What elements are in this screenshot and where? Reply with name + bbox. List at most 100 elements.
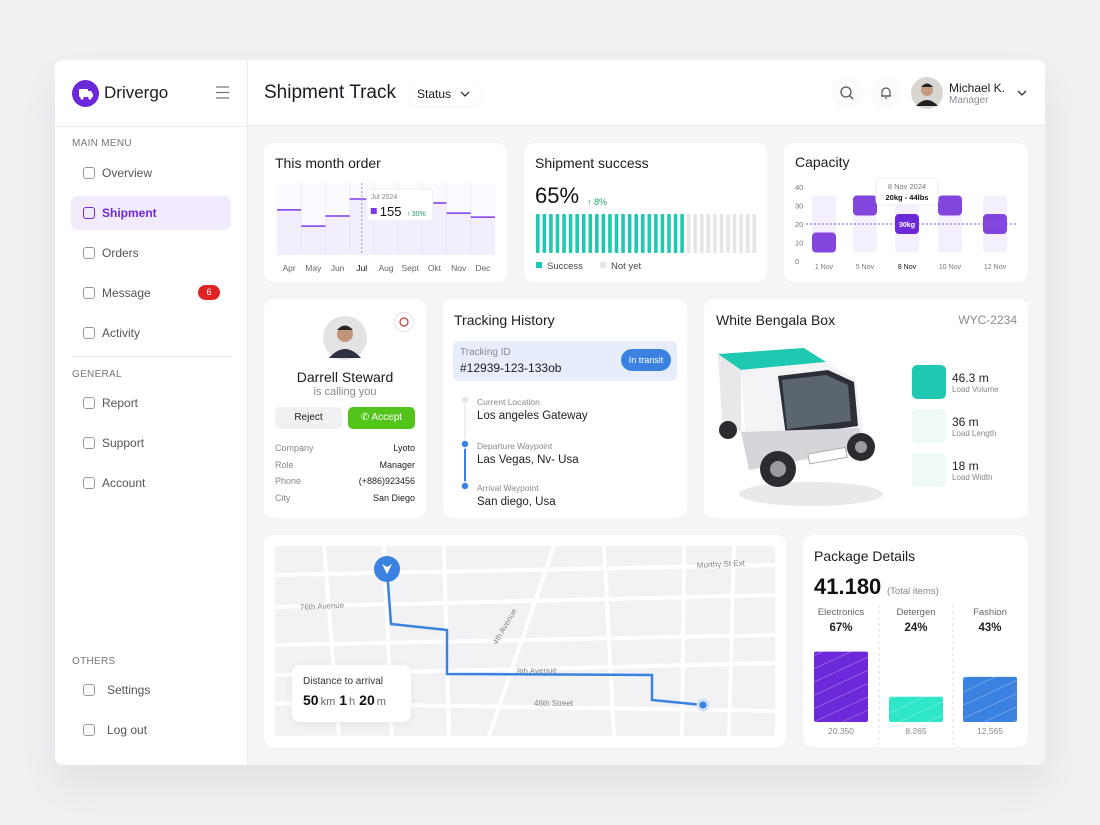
count-label: 20.350 — [828, 726, 854, 736]
success-bar — [660, 214, 665, 253]
x-tick-label: 5 Nov — [856, 264, 875, 271]
nav-icon — [83, 287, 95, 299]
unit: km — [320, 696, 336, 708]
nav-item[interactable]: Shipment — [102, 206, 157, 220]
nav-item[interactable]: Orders — [102, 246, 139, 260]
step-place: San diego, Usa — [477, 496, 556, 508]
count-label: 12.565 — [977, 726, 1003, 736]
nav-item[interactable]: Report — [102, 396, 139, 410]
nav-item[interactable]: Log out — [107, 723, 148, 737]
nav-icon — [83, 167, 95, 179]
tooltip — [875, 177, 939, 206]
y-tick-label: 20 — [795, 220, 803, 229]
capacity-card: Capacity 0 10 20 30 40 1 Nov 5 Nov 8 Nov 10 Nov 12… — [784, 143, 1028, 282]
header-actions — [831, 77, 901, 109]
accept-button[interactable]: ✆ Accept — [348, 407, 415, 429]
box-card: White Bengala Box WYC-2234 46.3 m Load Vo… — [704, 299, 1028, 518]
tooltip-label: Jul 2024 — [371, 194, 398, 201]
street-label: 76th Avenue — [300, 601, 345, 612]
chevron — [460, 91, 470, 97]
caller-status: is calling you — [313, 386, 377, 398]
user-menu[interactable] — [1017, 89, 1027, 97]
map-card: Murthy St Ext 76th Avenue 4th Avenue 8th Av… — [264, 535, 786, 747]
nav-item[interactable]: Account — [102, 476, 146, 490]
timeline-dot — [460, 481, 470, 491]
success-bar — [588, 214, 593, 253]
menu-toggle[interactable] — [215, 86, 230, 99]
street-label: 46th Street — [534, 699, 574, 708]
street — [602, 545, 616, 737]
nav-icon — [83, 247, 95, 259]
caller-card: Darrell Steward is calling you Reject ✆ … — [264, 299, 426, 518]
pending-bar — [739, 214, 743, 253]
street — [274, 633, 776, 647]
success-bar — [647, 214, 652, 253]
success-bar — [680, 214, 684, 253]
unit: m — [376, 696, 386, 708]
status-filter[interactable]: Status — [409, 81, 481, 106]
detail-label: City — [275, 492, 291, 503]
area-step — [277, 209, 302, 255]
spec-icon — [912, 365, 946, 399]
grid-cell — [812, 195, 836, 216]
nav-icon — [83, 397, 95, 409]
nav-item[interactable]: Activity — [102, 326, 141, 340]
card-title: This month order — [275, 155, 381, 171]
x-tick-label: 12 Nov — [984, 264, 1007, 271]
notification-button[interactable] — [870, 77, 901, 109]
brand-divider — [55, 126, 248, 127]
success-bar — [555, 214, 560, 253]
nav-item[interactable]: Support — [102, 436, 145, 450]
x-tick-label: Apr — [282, 263, 295, 273]
pending-bar — [686, 214, 691, 253]
x-tick-label: Okt — [428, 263, 442, 273]
more-button[interactable] — [394, 312, 414, 332]
reject-button[interactable]: Reject — [275, 407, 342, 429]
card-title: Shipment success — [535, 155, 649, 171]
grid-cell — [938, 232, 962, 253]
spec-label: Load Width — [952, 473, 993, 482]
detail-value: (+886)923456 — [358, 476, 415, 486]
detail-value: Lyoto — [393, 443, 415, 453]
tooltip-date: 8 Nov 2024 — [888, 182, 926, 191]
street — [680, 545, 686, 737]
box-code: WYC-2234 — [958, 313, 1017, 327]
spec-icon — [912, 409, 946, 443]
success-chart: 65% ↑ 8% Success Not yet — [535, 183, 757, 272]
grid-cell — [983, 232, 1007, 253]
pending-bar — [726, 214, 730, 253]
logo[interactable] — [72, 80, 99, 107]
user-name: Michael K. — [949, 81, 1006, 95]
success-bar — [640, 214, 645, 253]
caller-avatar — [323, 316, 367, 360]
pending-bar — [732, 214, 737, 253]
success-change: 8% — [594, 197, 607, 207]
tracking-id-label: Tracking ID — [460, 347, 511, 358]
total-label: (Total items) — [887, 586, 939, 597]
x-tick-label: Aug — [378, 263, 393, 273]
search-button[interactable] — [831, 77, 863, 109]
user-avatar[interactable] — [911, 77, 943, 109]
brand-name: Drivergo — [104, 83, 169, 102]
legend-swatch — [536, 262, 542, 268]
section-label: OTHERS — [72, 656, 116, 667]
nav-badge: 6 — [198, 285, 220, 300]
nav-item[interactable]: Message — [102, 286, 151, 300]
detail-value: San Diego — [372, 492, 415, 503]
package-chart: 41.180 (Total items) Electronics 67% 20.350 D… — [814, 574, 1017, 745]
distance-row: 50 km 1 h 20 m — [303, 692, 390, 708]
count-label: 8.265 — [905, 726, 927, 736]
nav-item[interactable]: Settings — [107, 683, 151, 697]
success-bar — [562, 214, 566, 253]
area-step — [470, 217, 495, 255]
detail-label: Company — [275, 443, 314, 453]
success-bar — [536, 214, 540, 253]
street — [274, 563, 776, 577]
street-label: 8th Avenue — [517, 666, 558, 676]
spec-value: 36 m — [952, 415, 979, 429]
total-value: 41.180 — [814, 574, 881, 599]
nav-item[interactable]: Overview — [102, 166, 153, 180]
orders-card: This month order Apr May Jun Jul Aug Sept Okt No… — [264, 143, 507, 282]
success-bar — [634, 214, 638, 253]
